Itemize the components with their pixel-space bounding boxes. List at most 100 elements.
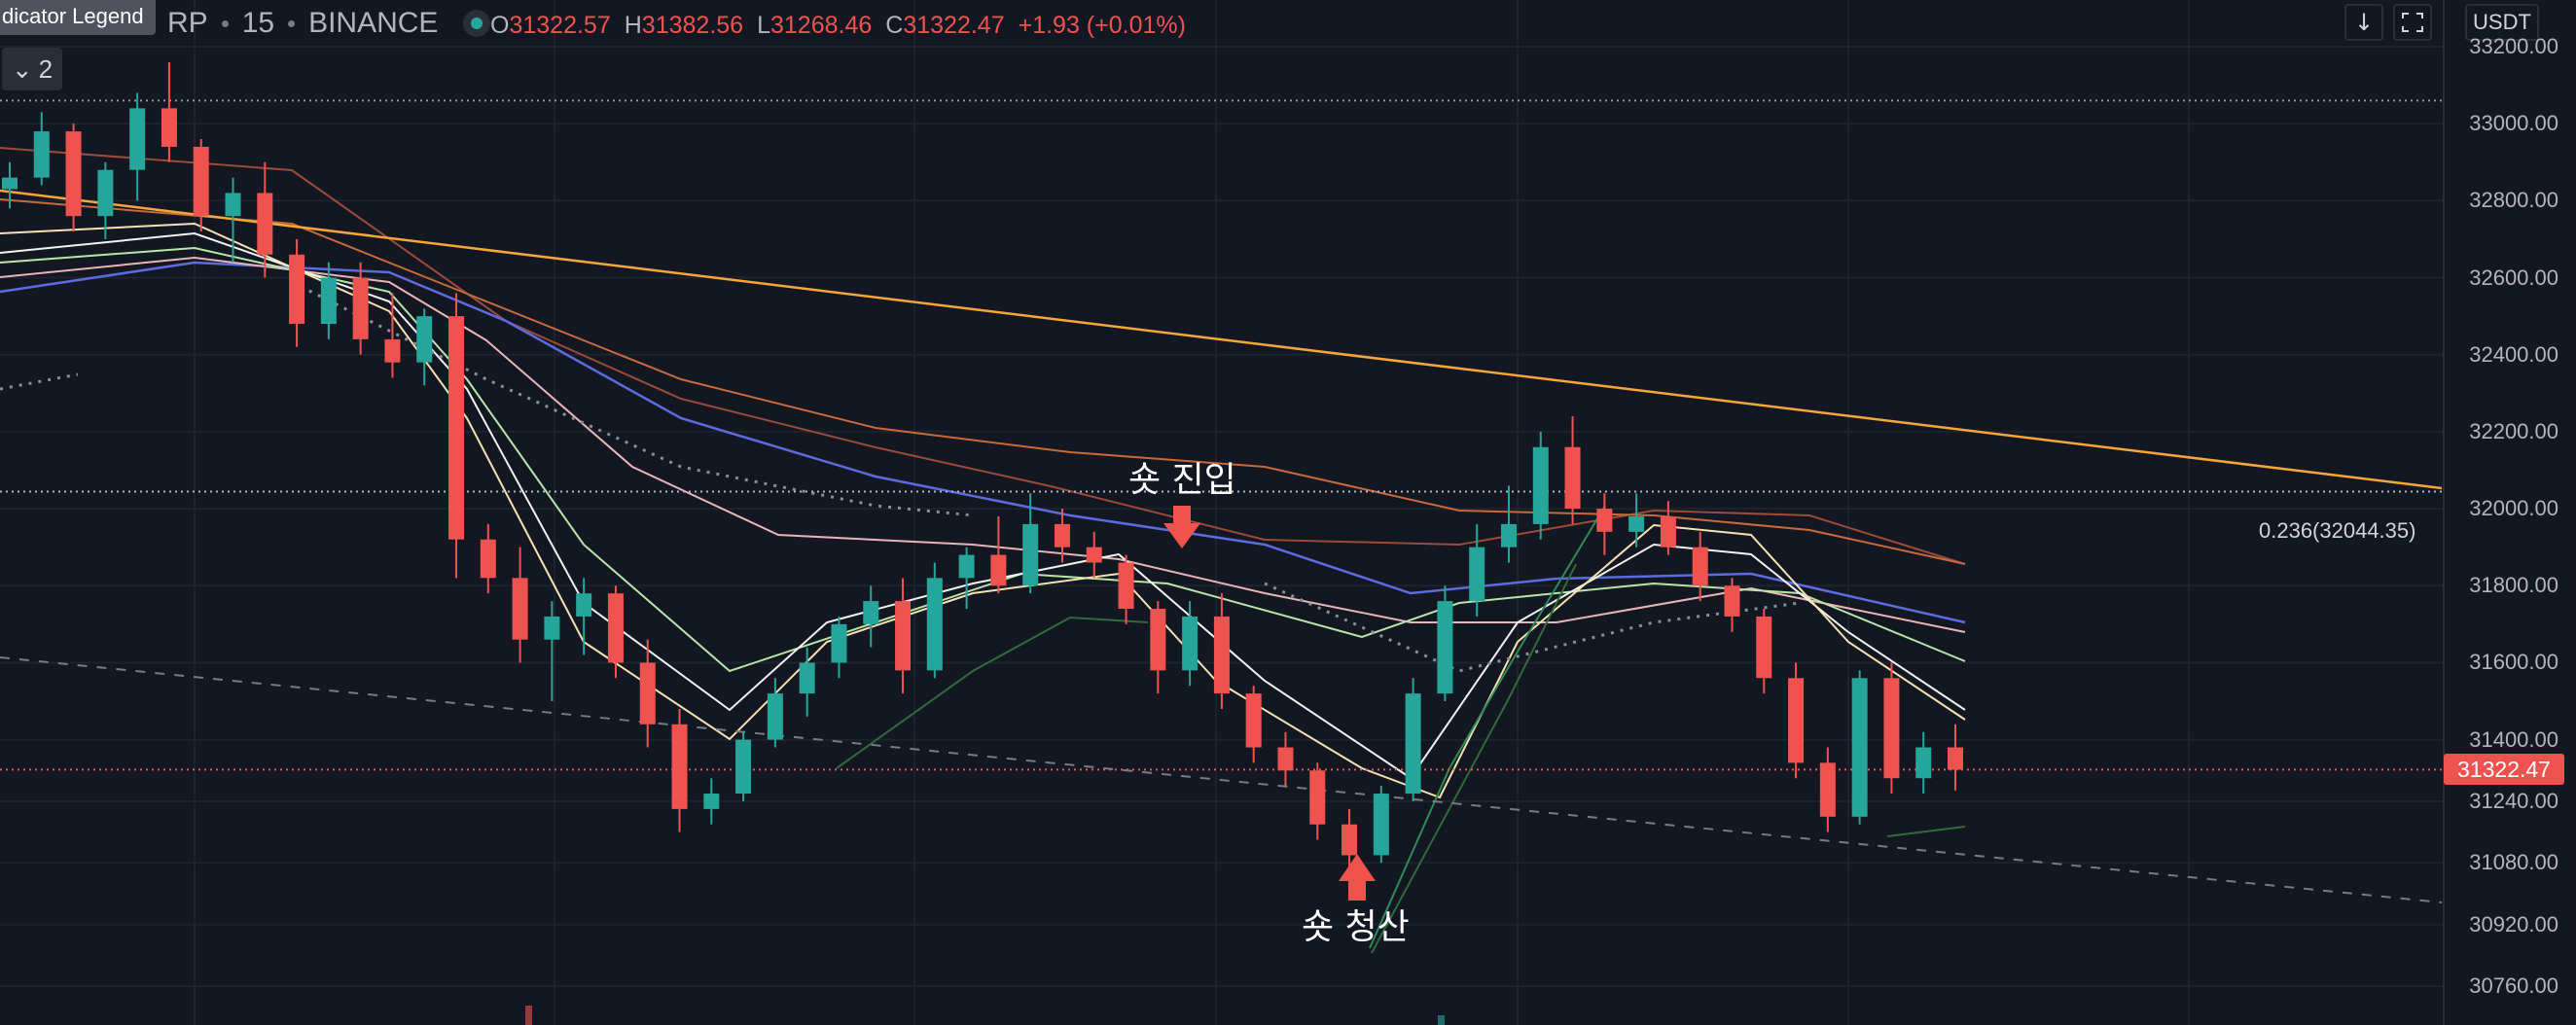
candle [225, 177, 241, 263]
market-status-icon[interactable] [463, 10, 491, 37]
ma-line-pink [0, 256, 1966, 633]
high-label: H [624, 11, 642, 39]
symbol-name: RP [167, 7, 208, 39]
close-label: C [885, 11, 904, 39]
close-value: 31322.47 [903, 11, 1005, 39]
ohlc-values: O31322.57 H31382.56 L31268.46 C31322.47 … [490, 6, 1186, 45]
candle [2, 161, 18, 209]
candle-body [926, 578, 943, 671]
symbol-interval: 15 [241, 7, 275, 39]
candle [1118, 554, 1134, 624]
candle-body [799, 662, 815, 694]
short-entry-label: 숏 진입 [1128, 460, 1236, 500]
candle-body [1182, 616, 1199, 671]
candle-body [671, 724, 688, 809]
candle-body [735, 739, 752, 795]
candle-body [703, 794, 720, 809]
candle [767, 678, 783, 748]
candle-body [1564, 446, 1581, 510]
candle [1054, 509, 1070, 563]
candle [512, 547, 528, 663]
candle [958, 547, 975, 610]
candle-body [895, 601, 912, 671]
candle [1628, 493, 1645, 548]
candle [65, 124, 82, 232]
candle-body [97, 169, 114, 217]
candle-body [65, 131, 82, 217]
candle [320, 262, 337, 339]
volume-bar [525, 1006, 532, 1025]
candle-body [352, 277, 369, 339]
candle-body [1500, 523, 1517, 548]
candle [352, 262, 369, 355]
indicator-count: 2 [38, 53, 54, 84]
candle [1564, 416, 1581, 524]
ma-line-green [0, 246, 1966, 673]
volume-bars [525, 1006, 1445, 1025]
candle [1469, 523, 1485, 617]
candle [1277, 731, 1294, 787]
candle [1500, 485, 1517, 563]
candle-body [1596, 509, 1613, 532]
candle [1213, 593, 1230, 709]
candle [1756, 609, 1772, 694]
candle-body [1405, 693, 1421, 795]
candle-body [1724, 585, 1740, 617]
price-tick-label: 33200.00 [2469, 34, 2558, 58]
candle-body [225, 193, 241, 217]
download-button[interactable]: ↓ [2344, 4, 2383, 41]
price-tick-label: 33000.00 [2469, 111, 2558, 136]
candle [257, 161, 273, 278]
candle [671, 708, 688, 832]
candle [1309, 762, 1326, 840]
price-tick-label: 31080.00 [2469, 850, 2558, 875]
candle-body [1883, 678, 1900, 779]
candle-body [512, 578, 528, 640]
candle [607, 585, 624, 679]
candle-body [480, 539, 496, 579]
price-tick-label: 31600.00 [2469, 650, 2558, 675]
candle [480, 523, 496, 594]
last-price-label: 31322.47 [2444, 754, 2564, 785]
chevron-down-icon: ⌄ [11, 53, 33, 84]
candle-body [416, 316, 433, 363]
candle-body [1277, 747, 1294, 771]
candle-body [1660, 516, 1676, 548]
volume-bar [1438, 1015, 1445, 1025]
candle [990, 516, 1007, 594]
indicator-legend-tooltip: dicator Legend [0, 0, 156, 35]
candle [1342, 808, 1358, 871]
candle [544, 601, 560, 702]
candle [895, 578, 912, 694]
candle [1948, 724, 1963, 791]
falling-trendline [0, 189, 2443, 490]
candle-body [1054, 523, 1070, 548]
candle-body [1213, 616, 1230, 694]
candle-body [1628, 516, 1645, 532]
candle [1437, 585, 1453, 702]
open-label: O [490, 11, 510, 39]
price-change: +1.93 (+0.01%) [1018, 11, 1186, 39]
candle [799, 647, 815, 717]
candle [1692, 531, 1708, 602]
candle-body [1245, 693, 1262, 748]
ma-line-dotted [0, 280, 974, 517]
candle-body [1373, 794, 1389, 856]
fullscreen-button[interactable] [2393, 4, 2432, 41]
currency-button[interactable]: USDT [2465, 4, 2539, 41]
candle-body [990, 554, 1007, 586]
candle-body [1948, 747, 1963, 770]
candle [161, 61, 177, 162]
symbol-info[interactable]: RP 15 BINANCE [167, 4, 491, 43]
candle-body [1692, 547, 1708, 586]
candle [1150, 601, 1166, 694]
indicator-collapse-button[interactable]: ⌄ 2 [2, 48, 62, 90]
candle-body [1342, 824, 1358, 856]
candle [576, 578, 592, 655]
price-tick-label: 30760.00 [2469, 973, 2558, 998]
candle [831, 616, 847, 679]
dashed-trendline [0, 656, 2443, 903]
rising-trendline [1369, 505, 1606, 949]
candle [1819, 747, 1836, 832]
